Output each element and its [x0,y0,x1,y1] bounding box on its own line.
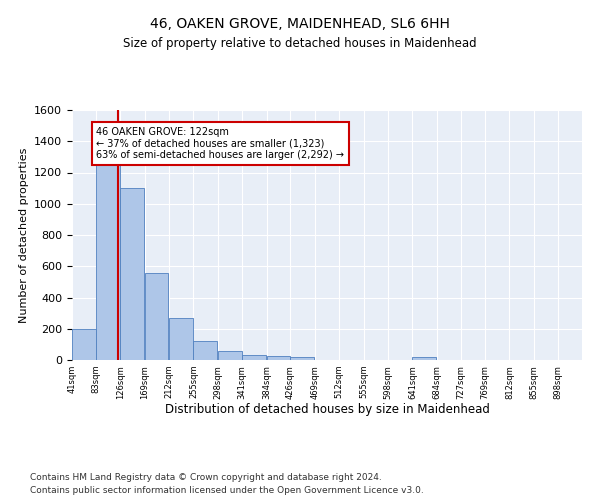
Bar [218,350,242,360]
Bar [96,162,119,360]
Bar [412,357,436,360]
Text: 46 OAKEN GROVE: 122sqm
← 37% of detached houses are smaller (1,323)
63% of semi-: 46 OAKEN GROVE: 122sqm ← 37% of detached… [97,127,344,160]
Bar [266,356,290,360]
Text: Contains public sector information licensed under the Open Government Licence v3: Contains public sector information licen… [30,486,424,495]
Text: 46, OAKEN GROVE, MAIDENHEAD, SL6 6HH: 46, OAKEN GROVE, MAIDENHEAD, SL6 6HH [150,18,450,32]
Bar [145,274,169,360]
Bar [72,329,96,360]
Text: Size of property relative to detached houses in Maidenhead: Size of property relative to detached ho… [123,38,477,51]
Bar [242,354,266,360]
Bar [169,318,193,360]
Bar [290,357,314,360]
Text: Contains HM Land Registry data © Crown copyright and database right 2024.: Contains HM Land Registry data © Crown c… [30,472,382,482]
Bar [193,341,217,360]
Text: Distribution of detached houses by size in Maidenhead: Distribution of detached houses by size … [164,402,490,415]
Y-axis label: Number of detached properties: Number of detached properties [19,148,29,322]
Bar [120,188,144,360]
